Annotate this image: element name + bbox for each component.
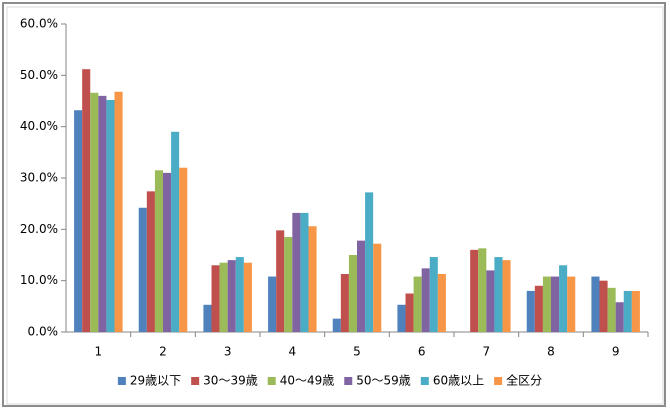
bar [486, 270, 495, 332]
x-tick-label: 4 [289, 345, 297, 359]
bar [154, 170, 163, 332]
legend-label: 60歳以上 [433, 374, 484, 388]
bar [542, 276, 551, 332]
bar [567, 276, 576, 332]
bar [397, 304, 406, 332]
bar [502, 260, 511, 332]
bar [171, 131, 180, 332]
bar [300, 212, 309, 332]
legend-swatch [191, 377, 200, 385]
legend-swatch [494, 377, 503, 385]
bar [332, 318, 341, 332]
legend-swatch [420, 377, 429, 385]
bar [437, 273, 446, 332]
bar [357, 240, 366, 332]
bar [631, 290, 640, 332]
y-tick-label: 40.0% [20, 119, 58, 133]
chart-inner-frame [6, 6, 664, 405]
legend-swatch [267, 377, 276, 385]
bar [219, 262, 228, 332]
bar [163, 172, 172, 332]
x-tick-label: 9 [612, 345, 620, 359]
y-tick-label: 10.0% [20, 273, 58, 287]
legend-swatch [117, 377, 126, 385]
bar [494, 257, 503, 332]
bar [615, 302, 624, 332]
bar [114, 91, 123, 332]
bar [74, 110, 83, 333]
bar [551, 276, 560, 332]
x-tick-label: 7 [483, 345, 491, 359]
bar [90, 92, 99, 332]
legend-label: 29歳以下 [130, 374, 181, 388]
bar [268, 276, 277, 332]
y-tick-label: 20.0% [20, 222, 58, 236]
bar [607, 287, 616, 332]
x-tick-label: 8 [547, 345, 555, 359]
bar [470, 249, 479, 332]
y-tick-label: 0.0% [28, 325, 59, 339]
bar [106, 99, 115, 333]
bar [373, 243, 382, 332]
bar [421, 268, 430, 332]
bar [235, 257, 244, 332]
x-tick-label: 6 [418, 345, 426, 359]
x-tick-label: 3 [224, 345, 232, 359]
bar [227, 260, 236, 332]
bar [82, 69, 91, 332]
y-tick-label: 60.0% [20, 17, 58, 31]
bar [526, 290, 535, 332]
x-tick-label: 5 [353, 345, 361, 359]
legend-label: 全区分 [506, 373, 542, 388]
y-tick-label: 50.0% [20, 68, 58, 82]
bar [203, 304, 212, 332]
bar [365, 192, 374, 332]
bar [211, 265, 220, 332]
bar [308, 226, 317, 332]
bar [243, 262, 252, 332]
bar [599, 280, 608, 332]
bar [276, 230, 285, 332]
bar [284, 237, 293, 332]
bar [478, 248, 487, 332]
bar [292, 212, 301, 332]
bar [98, 95, 107, 332]
bar [179, 167, 188, 332]
legend-label: 40～49歳 [280, 374, 335, 388]
bar [559, 265, 568, 332]
legend-label: 30～39歳 [203, 374, 258, 388]
legend-swatch [344, 377, 353, 385]
bar [534, 285, 543, 332]
bar [138, 207, 147, 332]
x-tick-label: 2 [159, 345, 167, 359]
bar [429, 257, 438, 332]
bar [146, 191, 155, 332]
y-tick-label: 30.0% [20, 171, 58, 185]
bar [623, 290, 632, 332]
bar [340, 273, 349, 332]
legend-label: 50～59歳 [356, 374, 411, 388]
bar [413, 276, 422, 332]
bar [405, 293, 414, 332]
x-tick-label: 1 [95, 345, 103, 359]
bar [348, 255, 357, 332]
bar [591, 276, 600, 332]
